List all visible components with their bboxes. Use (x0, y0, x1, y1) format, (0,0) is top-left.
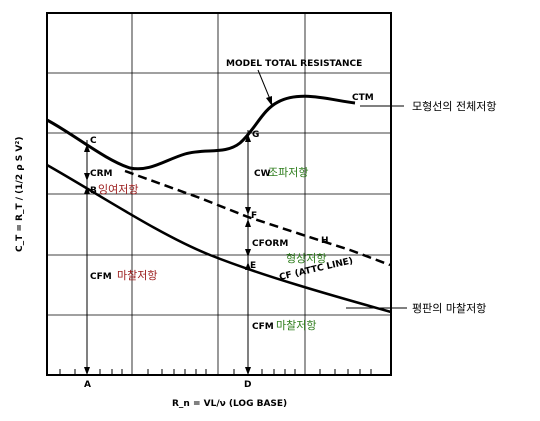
point-e: E (250, 261, 256, 271)
x-tick-d: D (244, 380, 251, 390)
korean-friction-right: 마찰저항 (276, 319, 316, 332)
x-axis-label: R_n = VL/ν (LOG BASE) (172, 399, 287, 409)
ctm-label: CTM (352, 93, 374, 103)
plot-frame (46, 12, 392, 376)
cfm-left-label: CFM (90, 272, 112, 282)
cform-label: CFORM (252, 239, 288, 249)
cfm-right-label: CFM (252, 322, 274, 332)
point-f: F (251, 211, 257, 221)
arrow-heads (84, 134, 251, 375)
h-label: H (321, 236, 329, 246)
cw-label: CW (254, 169, 271, 179)
korean-residual: 잉여저항 (98, 183, 138, 196)
x-tick-a: A (84, 380, 91, 390)
point-b: B (90, 186, 97, 196)
friction-line (46, 163, 392, 314)
korean-friction-left: 마찰저항 (117, 269, 157, 282)
korean-total-model: 모형선의 전체저항 (412, 100, 496, 113)
total-pointer-head (266, 96, 272, 106)
y-axis-label: C_T = R_T / (1/2 ρ S V²) (15, 137, 25, 252)
korean-flat-plate: 평판의 마찰저항 (412, 302, 486, 315)
korean-wave: 조파저항 (268, 166, 308, 179)
form-resistance-line (124, 169, 391, 267)
total-resistance-curve (46, 94, 356, 171)
korean-form: 형상저항 (286, 252, 326, 265)
x-ticks (59, 366, 372, 375)
point-c: C (90, 136, 97, 146)
arrow-lines (86, 130, 249, 375)
point-g: G (252, 130, 259, 140)
total-resistance-label: MODEL TOTAL RESISTANCE (226, 59, 362, 69)
crm-label: CRM (90, 169, 113, 179)
grid (47, 13, 391, 375)
